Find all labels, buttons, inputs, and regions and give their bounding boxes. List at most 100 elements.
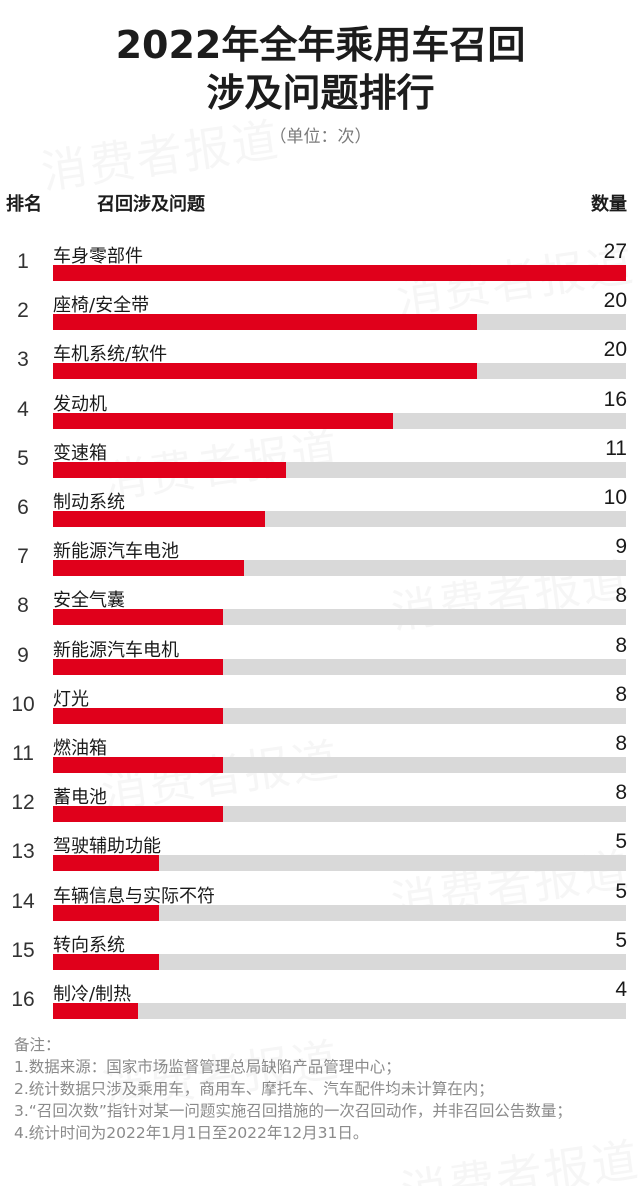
issue-label: 燃油箱 [53,738,107,759]
rank-number: 6 [17,496,29,519]
header-rank: 排名 [6,194,42,215]
bar-row: 10 灯光 8 [0,681,641,730]
bar-fill [53,1003,138,1019]
count-value: 5 [615,928,627,952]
bar-fill [53,560,244,577]
bar-fill [53,806,223,823]
count-value: 8 [615,584,627,608]
bar-row: 4 发动机 16 [0,386,641,435]
count-value: 8 [615,633,627,657]
unit-label: （单位：次） [269,127,372,147]
bar-track [53,855,626,872]
count-value: 20 [603,289,627,313]
bar-fill [53,265,626,281]
bar-row: 8 安全气囊 8 [0,582,641,631]
count-value: 8 [615,781,627,805]
count-value: 9 [615,535,627,559]
bar-fill [53,412,393,429]
bar-track [53,707,626,724]
bar-fill [53,658,223,675]
bar-fill [53,855,160,872]
bar-fill [53,757,223,773]
bar-row: 11 燃油箱 8 [0,730,641,779]
header-issue: 召回涉及问题 [97,194,205,215]
bar-track [53,363,626,380]
rank-number: 8 [17,594,29,618]
bar-track [53,806,626,823]
rank-number: 2 [17,299,29,323]
bar-track [53,953,626,970]
note-line: 2.统计数据只涉及乘用车，商用车、摩托车、汽车配件均未计算在内； [14,1080,494,1098]
rank-number: 15 [11,938,35,962]
count-value: 5 [615,879,627,903]
bar-row: 16 制冷/制热 4 [0,976,641,1025]
issue-label: 变速箱 [53,442,107,464]
bar-track [53,560,626,577]
bar-track [53,904,626,921]
note-line: 1.数据来源：国家市场监督管理总局缺陷产品管理中心； [14,1058,401,1076]
bar-row: 7 新能源汽车电池 9 [0,533,641,582]
issue-label: 座椅/安全带 [53,295,150,317]
bar-row: 14 车辆信息与实际不符 5 [0,878,641,927]
rank-number: 10 [11,692,35,716]
bar-fill [53,461,287,478]
bar-track [53,1003,626,1019]
notes: 备注： 1.数据来源：国家市场监督管理总局缺陷产品管理中心； 2.统计数据只涉及… [14,1034,634,1144]
count-value: 10 [603,486,627,509]
bar-fill [53,904,160,921]
rank-number: 16 [11,988,35,1011]
issue-label: 蓄电池 [53,787,107,809]
issue-label: 新能源汽车电池 [53,541,179,563]
rank-number: 3 [17,348,29,372]
bar-fill [53,363,478,380]
issue-label: 制冷/制热 [53,984,132,1005]
count-value: 11 [605,436,627,460]
bar-row: 15 转向系统 5 [0,927,641,976]
rank-number: 12 [11,791,35,815]
bar-track [53,658,626,675]
count-value: 27 [603,240,627,263]
bar-row: 1 车身零部件 27 [0,238,641,287]
bar-fill [53,609,223,626]
issue-label: 新能源汽车电机 [53,639,179,661]
bar-row: 13 驾驶辅助功能 5 [0,828,641,877]
rank-number: 7 [17,545,29,569]
chart-title-line1: 2022年全年乘用车召回 [115,23,526,67]
bar-track [53,511,626,527]
rank-number: 5 [17,446,29,470]
bar-fill [53,511,266,527]
bar-track [53,412,626,429]
watermark: 消费者报道 [37,104,284,203]
count-value: 5 [615,830,627,854]
note-line: 4.统计时间为2022年1月1日至2022年12月31日。 [14,1124,369,1142]
count-value: 8 [615,682,627,706]
rank-number: 13 [11,840,35,864]
bar-track [53,609,626,626]
issue-label: 车身零部件 [53,246,143,267]
bar-track [53,265,626,281]
bar-fill [53,707,223,724]
bar-track [53,461,626,478]
bar-track [53,314,626,331]
bar-row: 5 变速箱 11 [0,435,641,484]
issue-label: 驾驶辅助功能 [53,836,161,858]
bar-fill [53,314,478,331]
rank-number: 11 [12,742,34,765]
bar-row: 2 座椅/安全带 20 [0,287,641,336]
bar-row: 6 制动系统 10 [0,484,641,533]
header-count: 数量 [591,194,627,215]
count-value: 20 [603,338,627,362]
count-value: 4 [615,978,627,1001]
issue-label: 车机系统/软件 [53,344,168,366]
rank-number: 9 [17,643,29,667]
count-value: 16 [603,387,627,411]
rank-number: 14 [11,889,35,913]
issue-label: 灯光 [53,688,89,710]
bar-row: 3 车机系统/软件 20 [0,336,641,385]
notes-heading: 备注： [14,1036,61,1054]
rank-number: 4 [17,397,29,421]
chart-title-line2: 涉及问题排行 [206,71,435,115]
issue-label: 发动机 [53,393,107,415]
bar-row: 9 新能源汽车电机 8 [0,632,641,681]
count-value: 8 [615,732,627,755]
